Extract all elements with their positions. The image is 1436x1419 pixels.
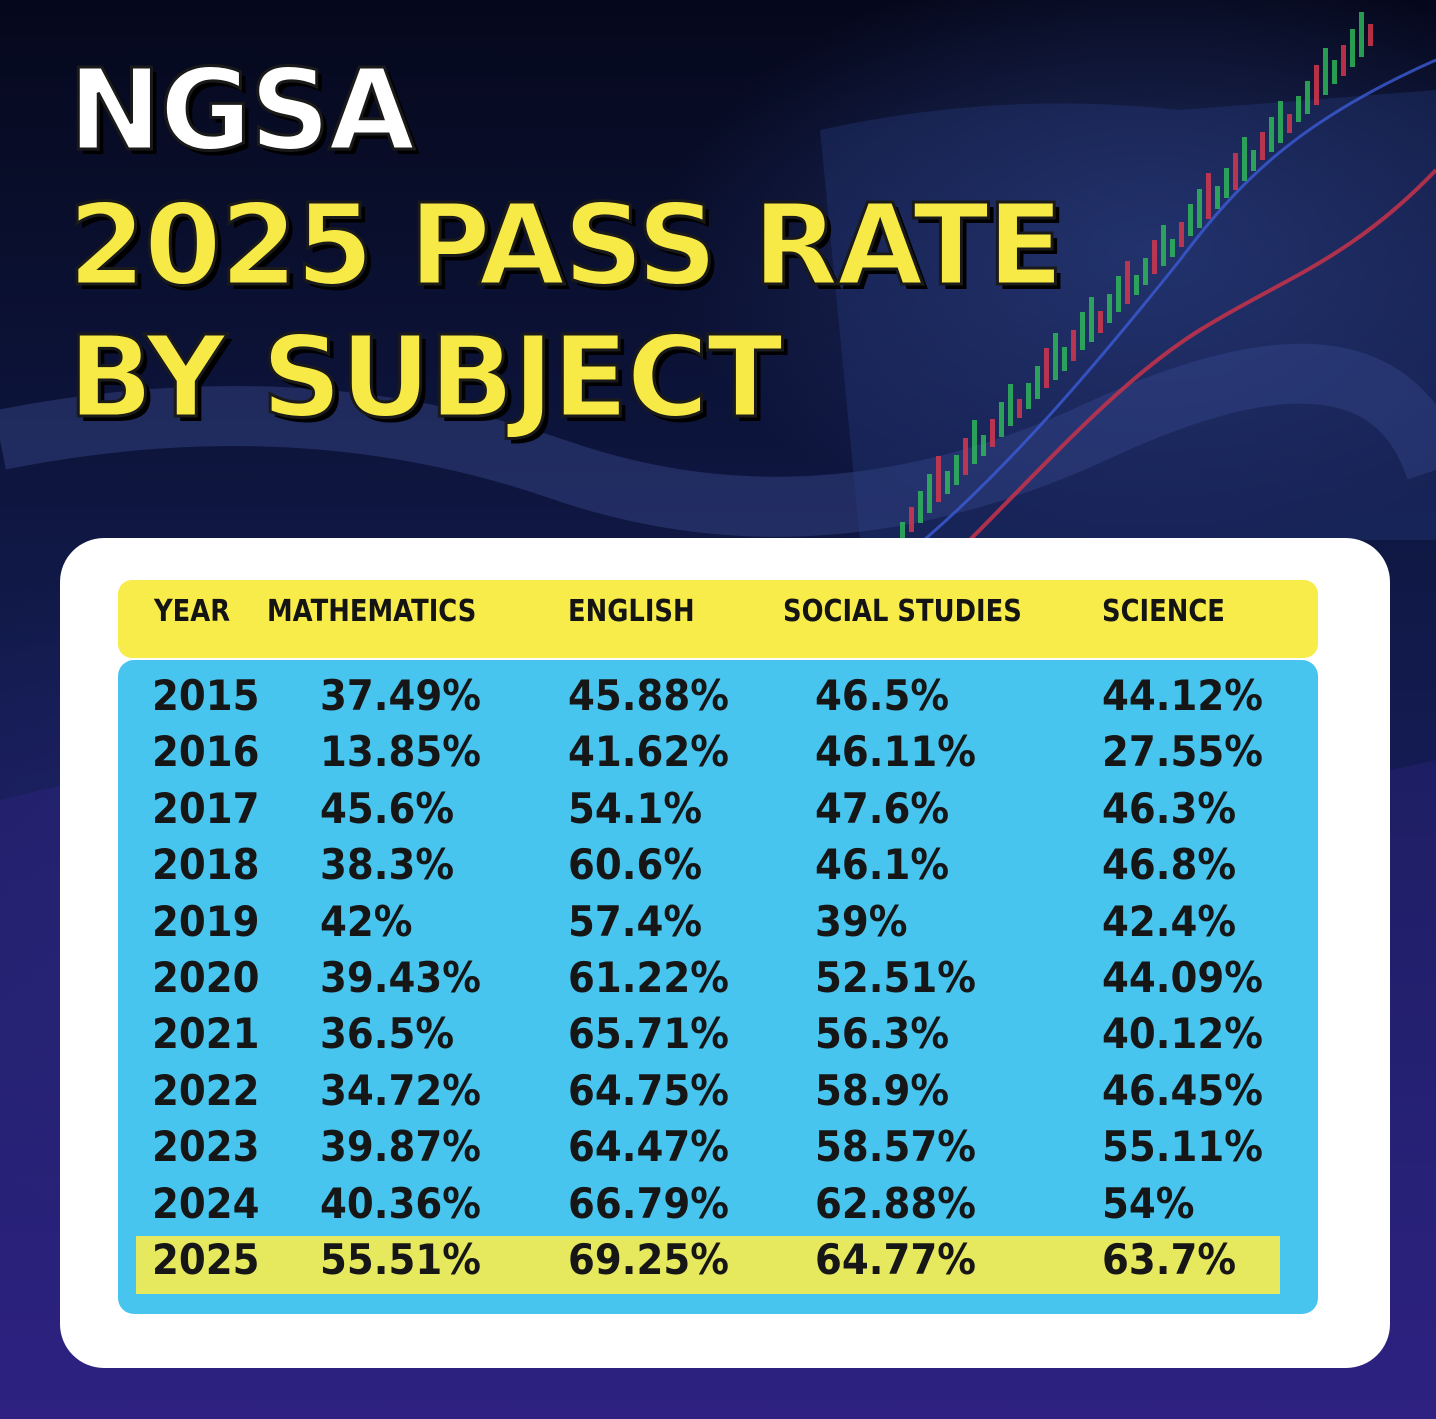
column-header: YEAR bbox=[154, 594, 231, 629]
pass-rate-cell: 57.4% bbox=[568, 896, 703, 946]
column-header: SCIENCE bbox=[1102, 594, 1225, 629]
row-year-cell: 2022 bbox=[152, 1065, 260, 1115]
column-header: MATHEMATICS bbox=[267, 594, 477, 629]
pass-rate-cell: 47.6% bbox=[815, 783, 950, 833]
pass-rate-cell: 46.45% bbox=[1102, 1065, 1263, 1115]
pass-rate-cell: 37.49% bbox=[320, 671, 481, 720]
pass-rate-cell: 45.88% bbox=[568, 671, 729, 720]
pass-rate-cell: 62.88% bbox=[815, 1178, 976, 1228]
pass-rate-cell: 46.5% bbox=[815, 671, 950, 720]
pass-rate-cell: 64.77% bbox=[815, 1235, 976, 1284]
table-card: YEAR MATHEMATICS ENGLISH SOCIAL STUDIES SCIE… bbox=[60, 538, 1390, 1368]
pass-rate-cell: 46.8% bbox=[1102, 840, 1237, 890]
row-year-cell: 2016 bbox=[152, 727, 260, 777]
title-line-1: NGSA bbox=[66, 46, 416, 176]
pass-rate-cell: 63.7% bbox=[1102, 1235, 1237, 1284]
pass-rate-cell: 34.72% bbox=[320, 1065, 481, 1115]
title-line-2: 2025 PASS RATE bbox=[67, 181, 1066, 311]
column-header: ENGLISH bbox=[568, 594, 695, 629]
pass-rate-cell: 42.4% bbox=[1102, 896, 1237, 946]
pass-rate-cell: 54.1% bbox=[568, 783, 703, 833]
pass-rate-cell: 39.43% bbox=[320, 953, 481, 1002]
pass-rate-cell: 69.25% bbox=[568, 1235, 729, 1284]
pass-rate-cell: 36.5% bbox=[320, 1009, 455, 1059]
pass-rate-cell: 44.12% bbox=[1102, 671, 1263, 720]
pass-rate-cell: 40.36% bbox=[320, 1178, 481, 1228]
pass-rate-cell: 44.09% bbox=[1102, 953, 1263, 1002]
pass-rate-cell: 65.71% bbox=[568, 1009, 729, 1059]
pass-rate-cell: 38.3% bbox=[320, 840, 455, 890]
row-year-cell: 2020 bbox=[152, 953, 260, 1002]
table-header bbox=[118, 580, 1318, 658]
title-line-3: BY SUBJECT bbox=[66, 313, 784, 443]
pass-rate-cell: 46.1% bbox=[815, 840, 950, 890]
row-year-cell: 2025 bbox=[152, 1235, 260, 1284]
row-year-cell: 2023 bbox=[152, 1122, 260, 1172]
column-header: SOCIAL STUDIES bbox=[783, 594, 1022, 629]
row-year-cell: 2021 bbox=[152, 1009, 260, 1059]
row-year-cell: 2017 bbox=[152, 783, 260, 833]
pass-rate-cell: 64.47% bbox=[568, 1122, 729, 1172]
pass-rate-cell: 13.85% bbox=[320, 727, 481, 777]
pass-rate-cell: 54% bbox=[1102, 1178, 1195, 1228]
row-year-cell: 2019 bbox=[152, 896, 260, 946]
pass-rate-cell: 46.11% bbox=[815, 727, 976, 777]
pass-rate-cell: 56.3% bbox=[815, 1009, 950, 1059]
pass-rate-cell: 66.79% bbox=[568, 1178, 729, 1228]
pass-rate-cell: 61.22% bbox=[568, 953, 729, 1002]
row-year-cell: 2018 bbox=[152, 840, 260, 890]
row-year-cell: 2024 bbox=[152, 1178, 260, 1228]
pass-rate-cell: 40.12% bbox=[1102, 1009, 1263, 1059]
table-body bbox=[118, 660, 1318, 1314]
pass-rate-cell: 46.3% bbox=[1102, 783, 1237, 833]
pass-rate-cell: 58.9% bbox=[815, 1065, 950, 1115]
pass-rate-cell: 52.51% bbox=[815, 953, 976, 1002]
highlighted-row-2025 bbox=[136, 1236, 1280, 1294]
pass-rate-cell: 45.6% bbox=[320, 783, 455, 833]
pass-rate-cell: 58.57% bbox=[815, 1122, 976, 1172]
pass-rate-cell: 39.87% bbox=[320, 1122, 481, 1172]
pass-rate-cell: 39% bbox=[815, 896, 908, 946]
pass-rate-cell: 55.51% bbox=[320, 1235, 481, 1284]
pass-rate-cell: 55.11% bbox=[1102, 1122, 1263, 1172]
pass-rate-cell: 27.55% bbox=[1102, 727, 1263, 777]
pass-rate-cell: 42% bbox=[320, 896, 413, 946]
pass-rate-cell: 41.62% bbox=[568, 727, 729, 777]
pass-rate-cell: 64.75% bbox=[568, 1065, 729, 1115]
pass-rate-cell: 60.6% bbox=[568, 840, 703, 890]
row-year-cell: 2015 bbox=[152, 671, 260, 720]
